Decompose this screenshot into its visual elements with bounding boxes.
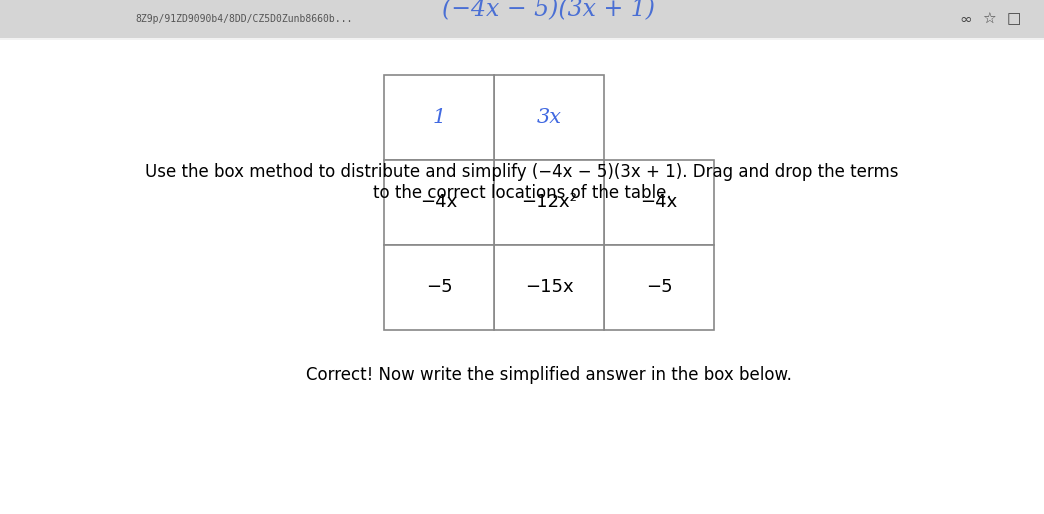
- Text: 8Z9p/91ZD9090b4/8DD/CZ5D0Zunb8660b...: 8Z9p/91ZD9090b4/8DD/CZ5D0Zunb8660b...: [136, 14, 353, 24]
- Bar: [494, 245, 604, 330]
- Bar: [0, 0, 1044, 38]
- Text: Correct! Now write the simplified answer in the box below.: Correct! Now write the simplified answer…: [306, 366, 792, 384]
- Text: ☆: ☆: [982, 11, 996, 27]
- Text: −4x: −4x: [640, 193, 678, 211]
- Text: □: □: [1006, 11, 1021, 27]
- Text: ∞: ∞: [959, 11, 972, 27]
- Text: (−4x − 5)(3x + 1): (−4x − 5)(3x + 1): [443, 0, 656, 22]
- Text: 3x: 3x: [537, 108, 562, 127]
- Text: −4x: −4x: [421, 193, 457, 211]
- Text: −5: −5: [426, 279, 452, 297]
- Bar: [604, 160, 714, 245]
- Bar: [384, 75, 494, 160]
- Text: to the correct locations of the table.: to the correct locations of the table.: [373, 184, 671, 202]
- Text: 1: 1: [432, 108, 446, 127]
- Text: −5: −5: [645, 279, 672, 297]
- Text: Use the box method to distribute and simplify (−4x − 5)(3x + 1). Drag and drop t: Use the box method to distribute and sim…: [145, 163, 899, 181]
- Bar: [494, 75, 604, 160]
- Bar: [604, 75, 714, 160]
- Bar: [384, 245, 494, 330]
- Bar: [494, 160, 604, 245]
- Text: −15x: −15x: [525, 279, 573, 297]
- Text: −12x²: −12x²: [521, 193, 577, 211]
- Bar: [604, 245, 714, 330]
- Bar: [384, 160, 494, 245]
